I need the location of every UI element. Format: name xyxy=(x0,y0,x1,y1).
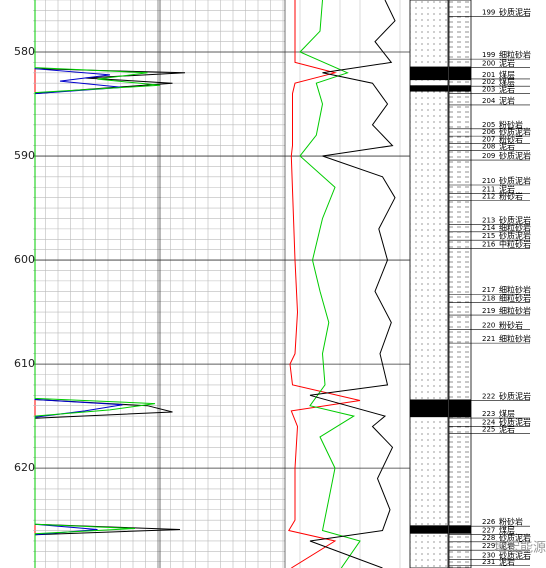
layer-name: 砂质泥岩 xyxy=(499,7,531,17)
layer-name: 砂质泥岩 xyxy=(499,417,531,427)
lithology-column xyxy=(409,0,449,568)
layer-number: 199 xyxy=(482,8,495,16)
layer-number: 214 xyxy=(482,224,496,232)
coal-seam-layer xyxy=(449,399,471,418)
log-curve xyxy=(299,0,361,568)
depth-label: 600 xyxy=(14,253,35,266)
layer-name: 砂质泥岩 xyxy=(499,127,531,137)
layer-number: 204 xyxy=(482,97,496,105)
layer-number: 210 xyxy=(482,177,495,185)
layer-number: 215 xyxy=(482,232,495,240)
layer-name: 粉砂岩 xyxy=(499,119,523,129)
layer-number: 208 xyxy=(482,143,495,151)
coal-seam-layer xyxy=(449,85,471,92)
coal-seam xyxy=(410,525,448,534)
depth-label: 620 xyxy=(14,461,35,474)
log-curve xyxy=(34,0,161,568)
layer-name: 细粒砂岩 xyxy=(499,306,531,316)
coal-seam xyxy=(410,399,448,418)
layer-name: 砂质泥岩 xyxy=(499,532,531,542)
layer-number: 226 xyxy=(482,518,496,526)
layer-number: 213 xyxy=(482,217,495,225)
layer-name: 砂质泥岩 xyxy=(499,391,531,401)
layer-name: 细粒砂岩 xyxy=(499,285,531,295)
layer-name: 煤层 xyxy=(499,77,515,87)
coal-seam xyxy=(410,66,448,81)
layer-name: 泥岩 xyxy=(499,84,515,94)
layer-number: 200 xyxy=(482,59,495,67)
layer-name: 细粒砂岩 xyxy=(499,50,531,60)
layer-name: 细粒砂岩 xyxy=(499,222,531,232)
layer-name: 粉砂岩 xyxy=(499,320,523,330)
coal-seam-layer xyxy=(449,525,471,534)
layer-name: 煤层 xyxy=(499,409,515,419)
layer-number: 211 xyxy=(482,185,495,193)
layer-number: 218 xyxy=(482,295,495,303)
coal-seam xyxy=(410,85,448,92)
layer-number: 206 xyxy=(482,128,496,136)
layer-number: 222 xyxy=(482,392,495,400)
layer-name: 泥岩 xyxy=(499,541,515,551)
layer-name: 砂质泥岩 xyxy=(499,151,531,161)
layer-number: 205 xyxy=(482,121,495,129)
layer-number: 230 xyxy=(482,552,495,560)
layer-name: 砂质泥岩 xyxy=(499,215,531,225)
layer-number: 212 xyxy=(482,193,495,201)
layer-name: 泥岩 xyxy=(499,184,515,194)
log-curve xyxy=(288,0,361,568)
depth-label: 610 xyxy=(14,357,35,370)
layer-name: 砂质泥岩 xyxy=(499,176,531,186)
layer-number: 207 xyxy=(482,135,495,143)
layer-name: 泥岩 xyxy=(499,141,515,151)
layer-number: 219 xyxy=(482,307,495,315)
layer-number: 216 xyxy=(482,240,496,248)
layer-name: 细粒砂岩 xyxy=(499,334,531,344)
layer-name: 泥岩 xyxy=(499,424,515,434)
layer-number: 202 xyxy=(482,78,495,86)
layer-name: 泥岩 xyxy=(499,58,515,68)
layer-name: 泥岩 xyxy=(499,95,515,105)
layer-number: 220 xyxy=(482,322,495,330)
layer-name: 粉砂岩 xyxy=(499,517,523,527)
layer-name: 煤层 xyxy=(499,525,515,535)
layer-name: 粉砂岩 xyxy=(499,191,523,201)
layer-number: 225 xyxy=(482,426,495,434)
layer-number: 227 xyxy=(482,527,495,535)
depth-label: 590 xyxy=(14,149,35,162)
layer-number: 221 xyxy=(482,335,495,343)
layer-name: 中粒砂岩 xyxy=(499,239,531,249)
layer-column xyxy=(448,0,472,568)
log-curve xyxy=(34,0,123,568)
layer-number: 201 xyxy=(482,71,495,79)
layer-number: 223 xyxy=(482,410,495,418)
layer-name: 砂质泥岩 xyxy=(499,550,531,560)
layer-number: 199 xyxy=(482,51,495,59)
layer-number: 231 xyxy=(482,558,495,566)
layer-number: 228 xyxy=(482,534,495,542)
layer-name: 煤层 xyxy=(499,69,515,79)
watermark: 地宏能源 xyxy=(494,541,546,556)
layer-number: 229 xyxy=(482,542,495,550)
layer-name: 泥岩 xyxy=(499,556,515,566)
layer-number: 203 xyxy=(482,85,495,93)
coal-seam-layer xyxy=(449,66,471,81)
layer-name: 粉砂岩 xyxy=(499,134,523,144)
log-curve xyxy=(309,0,396,568)
depth-label: 580 xyxy=(14,45,35,58)
layer-number: 217 xyxy=(482,286,495,294)
layer-name: 砂质泥岩 xyxy=(499,231,531,241)
layer-name: 细粒砂岩 xyxy=(499,293,531,303)
layer-number: 224 xyxy=(482,418,496,426)
layer-number: 209 xyxy=(482,152,495,160)
